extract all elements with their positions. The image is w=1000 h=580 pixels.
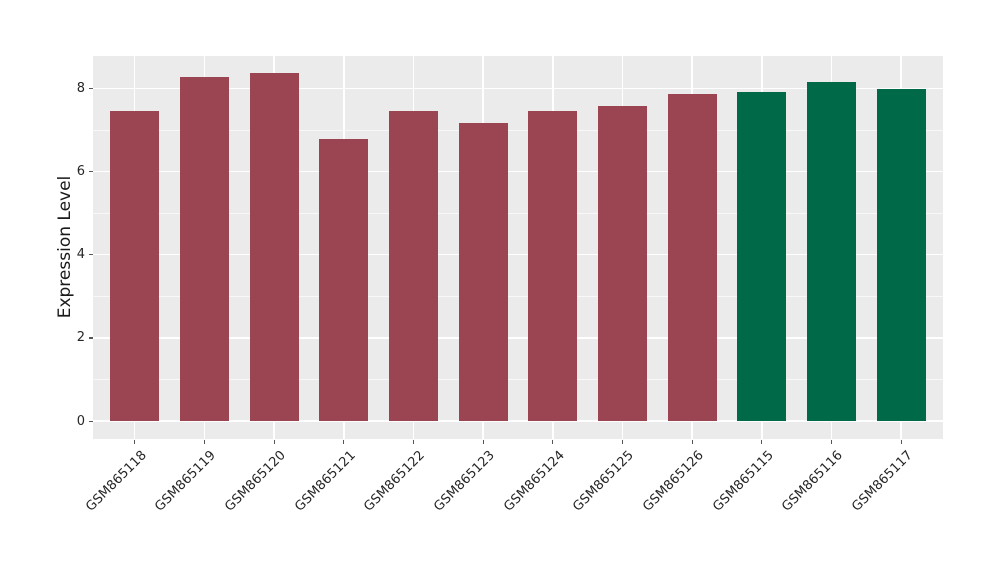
x-tick-mark: [273, 440, 275, 444]
gridline-horizontal-major: [93, 337, 943, 339]
x-tick-label-GSM865125: GSM865125: [570, 448, 638, 515]
bar-GSM865122: [389, 111, 438, 422]
y-tick-label: 0: [76, 413, 85, 429]
x-tick-mark: [621, 440, 624, 444]
bar-GSM865118: [110, 111, 160, 422]
gridline-horizontal-minor: [93, 379, 943, 381]
x-tick-label-GSM865115: GSM865115: [709, 448, 777, 515]
x-tick-label-GSM865118: GSM865118: [82, 448, 150, 515]
y-tick-mark: [88, 87, 93, 90]
y-tick-label: 8: [76, 80, 85, 96]
y-tick-label: 6: [76, 164, 85, 180]
gridline-horizontal-minor: [93, 295, 943, 297]
x-tick-label-GSM865126: GSM865126: [640, 448, 707, 515]
bar-GSM865123: [458, 122, 508, 422]
bar-GSM865119: [180, 77, 229, 422]
bar-GSM865124: [528, 111, 578, 422]
gridline-horizontal-major: [93, 170, 943, 173]
x-tick-mark: [691, 440, 693, 444]
bar-GSM865125: [598, 105, 647, 422]
y-tick-label: 4: [76, 247, 85, 263]
bar-GSM865116: [807, 81, 856, 422]
bar-GSM865126: [667, 94, 717, 422]
x-tick-label-GSM865121: GSM865121: [291, 448, 359, 515]
y-axis-title: Expression Level: [55, 175, 75, 319]
bar-GSM865120: [249, 72, 299, 422]
bar-GSM865117: [876, 89, 926, 422]
gridline-horizontal-major: [93, 420, 943, 422]
gridline-horizontal-major: [93, 87, 943, 90]
bar-GSM865121: [319, 139, 369, 422]
gridline-horizontal-minor: [93, 212, 943, 214]
x-tick-mark: [761, 440, 763, 444]
y-tick-mark: [88, 171, 93, 173]
chart-panel: [93, 56, 943, 439]
x-tick-label-GSM865117: GSM865117: [849, 448, 916, 515]
x-tick-mark: [134, 440, 136, 444]
y-tick-label: 2: [76, 330, 85, 346]
gridline-horizontal-minor: [93, 129, 943, 131]
x-tick-mark: [830, 440, 833, 444]
x-tick-mark: [203, 440, 206, 444]
x-tick-label-GSM865120: GSM865120: [222, 448, 289, 515]
x-tick-mark: [552, 440, 554, 444]
y-tick-mark: [88, 254, 93, 256]
x-tick-label-GSM865124: GSM865124: [500, 448, 568, 515]
x-tick-label-GSM865116: GSM865116: [779, 448, 847, 515]
x-tick-label-GSM865123: GSM865123: [431, 448, 498, 515]
x-tick-label-GSM865119: GSM865119: [152, 448, 220, 515]
x-tick-mark: [900, 440, 902, 444]
gridline-horizontal-major: [93, 254, 943, 256]
bar-GSM865115: [737, 92, 787, 422]
x-tick-mark: [412, 440, 415, 444]
y-tick-mark: [88, 337, 93, 339]
x-tick-mark: [482, 440, 484, 444]
y-tick-mark: [88, 420, 93, 422]
x-tick-label-GSM865122: GSM865122: [361, 448, 429, 515]
x-tick-mark: [343, 440, 345, 444]
